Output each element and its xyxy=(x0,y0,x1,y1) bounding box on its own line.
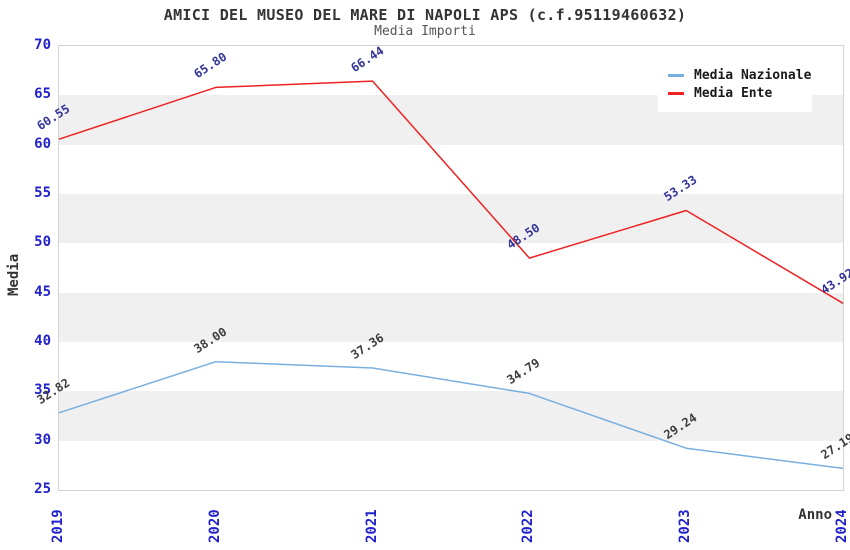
grid-band xyxy=(59,391,843,441)
y-tick-label: 70 xyxy=(34,37,51,53)
y-tick-label: 65 xyxy=(34,86,51,103)
x-tick-label: 2019 xyxy=(50,509,66,543)
legend-label: Media Nazionale xyxy=(694,68,812,83)
chart-title: AMICI DEL MUSEO DEL MARE DI NAPOLI APS (… xyxy=(163,6,687,24)
grid-band xyxy=(59,292,843,342)
media-nazionale-line-icon xyxy=(668,74,684,77)
series-lines xyxy=(58,80,844,470)
x-tick-label: 2021 xyxy=(363,509,380,543)
media-ente-line-icon xyxy=(668,92,684,95)
legend-item-media-nazionale: Media Nazionale xyxy=(668,68,811,83)
x-tick-label: 2024 xyxy=(834,509,850,543)
grid-band xyxy=(59,194,843,244)
y-tick-label: 30 xyxy=(34,431,51,448)
y-tick-label: 40 xyxy=(34,333,51,349)
y-tick-label: 50 xyxy=(34,234,51,251)
x-tick-label: 2023 xyxy=(677,509,694,543)
y-tick-label: 45 xyxy=(34,283,51,300)
legend: Media Nazionale Media Ente xyxy=(658,57,812,112)
y-tick-label: 25 xyxy=(34,481,51,497)
series-line-media-ente xyxy=(58,80,844,304)
series-line-media-nazionale xyxy=(58,360,844,470)
legend-item-media-ente: Media Ente xyxy=(668,86,802,101)
x-tick-label: 2020 xyxy=(206,509,223,543)
y-tick-label: 35 xyxy=(34,382,51,399)
plot-area xyxy=(58,45,844,491)
y-tick-label: 55 xyxy=(34,185,51,201)
x-axis-title: Anno xyxy=(798,507,832,523)
legend-label: Media Ente xyxy=(694,86,773,101)
y-tick-label: 60 xyxy=(34,135,51,152)
x-tick-label: 2022 xyxy=(520,509,537,543)
chart-subtitle: Media Importi xyxy=(374,24,476,39)
